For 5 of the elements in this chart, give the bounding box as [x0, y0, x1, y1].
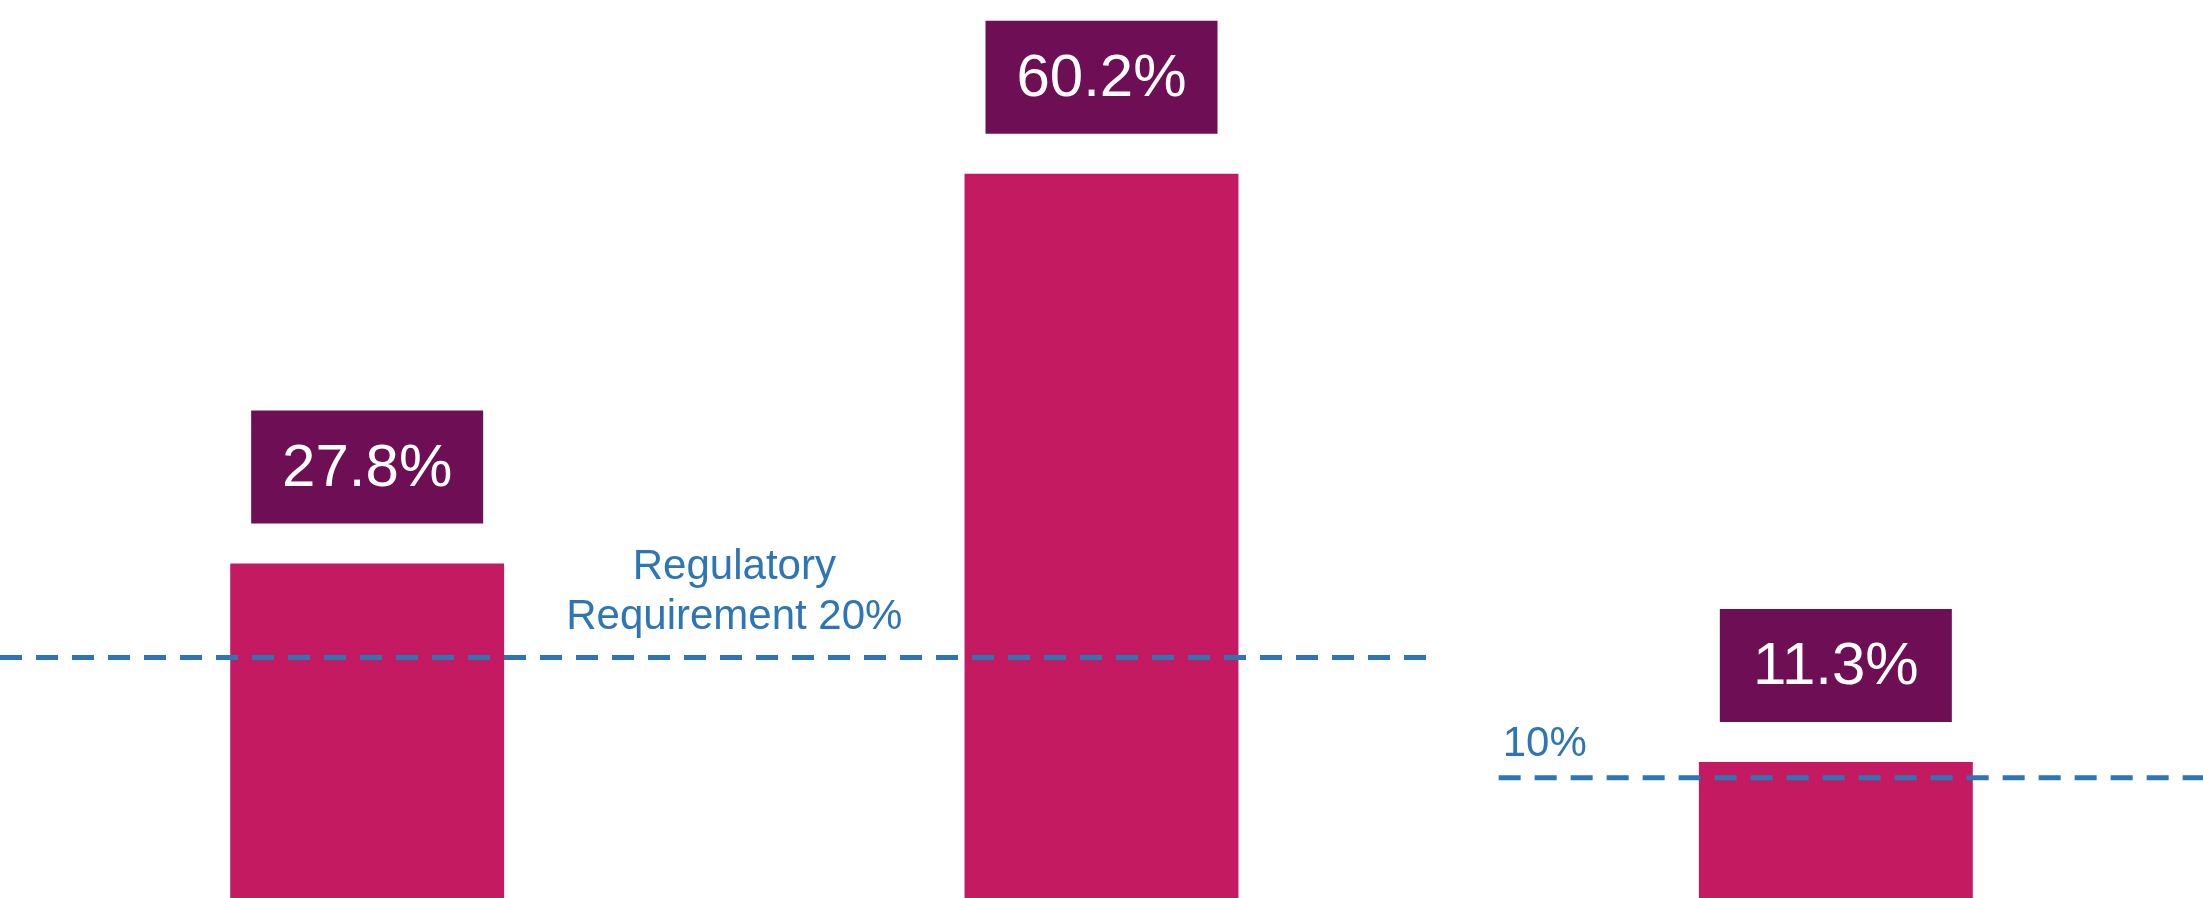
data-label: 11.3% — [1752, 630, 1919, 698]
ref-line-label: 10% — [1502, 717, 1587, 765]
data-label: 27.8% — [282, 431, 453, 499]
data-label: 60.2% — [1016, 41, 1187, 109]
ref-line-label: Regulatory Requirement 20% — [566, 541, 903, 639]
